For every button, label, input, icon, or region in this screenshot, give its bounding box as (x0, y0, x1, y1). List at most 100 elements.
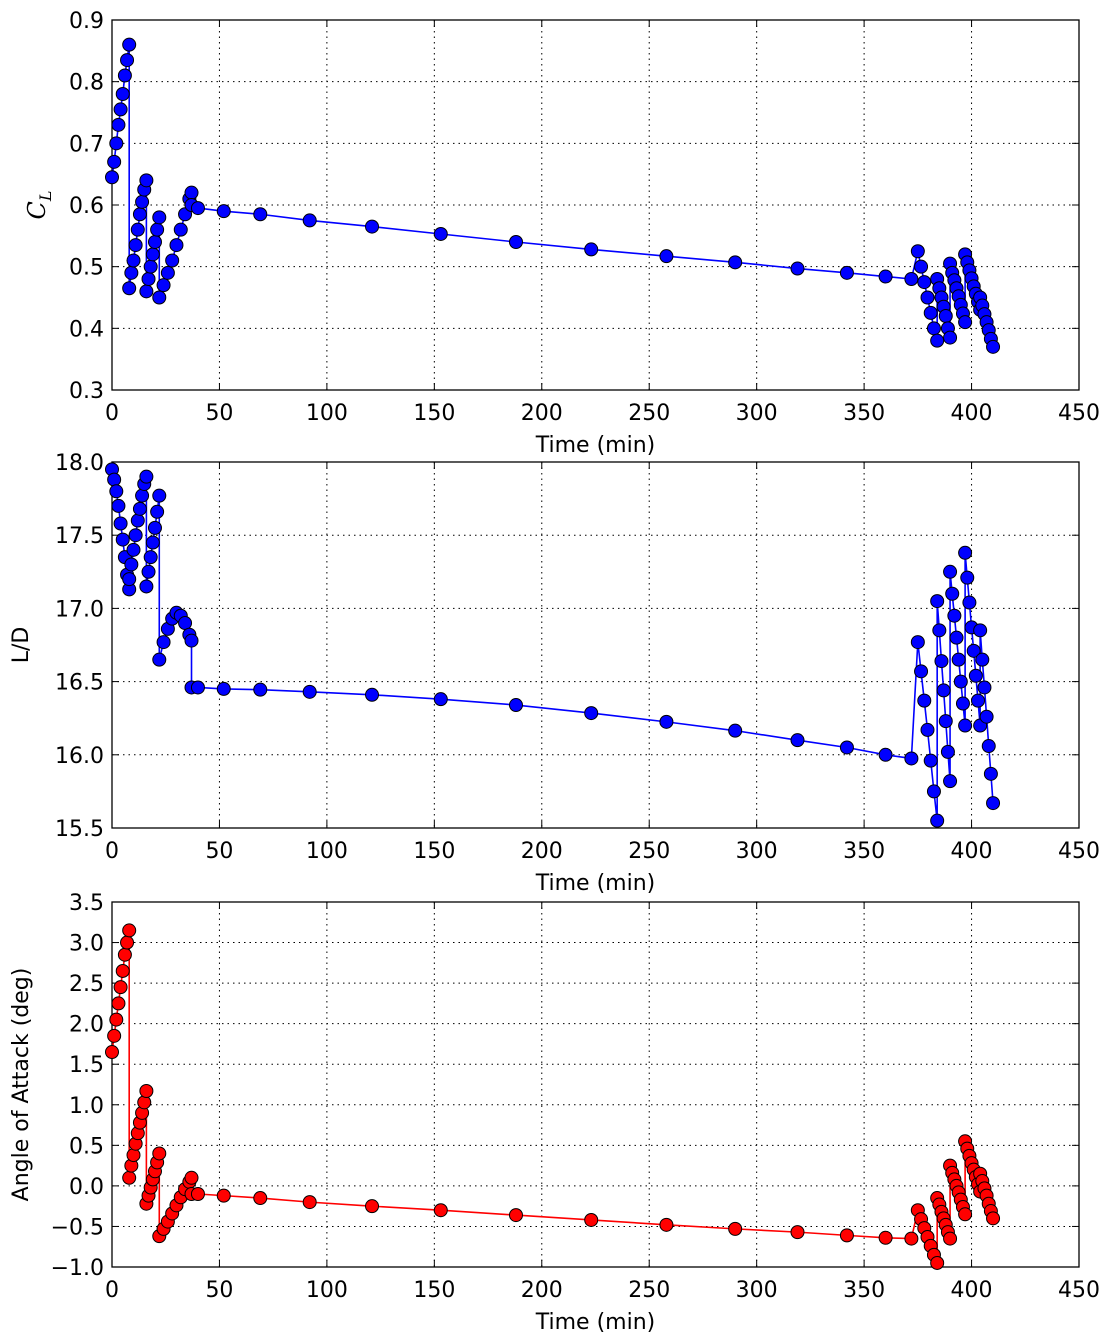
data-point (111, 996, 126, 1011)
data-point (302, 213, 317, 228)
data-point (951, 652, 966, 667)
subplot: 0 50 100 150 200 250 300 350 400 450 −1.0 −0.5 0.0 0.… (9, 891, 1100, 1335)
x-tick-label: 200 (521, 839, 563, 864)
data-point (115, 87, 130, 101)
y-axis-label: L/D (9, 627, 34, 664)
x-tick-label: 450 (1058, 839, 1100, 864)
data-point (938, 309, 953, 323)
x-tick-label: 400 (951, 1278, 993, 1303)
data-point (433, 692, 448, 707)
data-point (122, 923, 137, 938)
x-tick-label: 300 (736, 1278, 778, 1303)
data-point (143, 550, 158, 565)
data-point (943, 564, 958, 579)
y-tick-label: 0.6 (69, 194, 104, 219)
data-point (122, 1170, 137, 1185)
y-tick-label: 0.4 (69, 317, 104, 342)
data-point (947, 608, 962, 623)
data-point (365, 1199, 380, 1214)
data-point (945, 586, 960, 601)
y-tick-label: 0.9 (69, 9, 104, 34)
data-point (216, 681, 231, 696)
data-point (981, 739, 996, 754)
y-axis-label-main: C (23, 201, 51, 219)
data-point (917, 275, 932, 290)
data-point (165, 253, 180, 268)
data-point (728, 723, 743, 738)
data-point (790, 733, 805, 748)
x-axis-label: Time (min) (535, 871, 656, 896)
data-point (955, 696, 970, 711)
data-point (966, 643, 981, 658)
x-tick-label: 150 (413, 839, 455, 864)
x-axis-label: Time (min) (535, 433, 656, 458)
data-point (107, 472, 122, 487)
data-point (117, 947, 132, 962)
data-point (135, 194, 150, 209)
data-point (132, 207, 147, 222)
x-tick-label: 150 (413, 1278, 455, 1303)
data-point (934, 654, 949, 669)
data-point (659, 714, 674, 729)
data-point (120, 935, 135, 950)
data-point (117, 68, 132, 83)
data-point (790, 261, 805, 276)
y-tick-label: 0.5 (69, 1134, 104, 1159)
x-tick-label: 200 (521, 401, 563, 426)
data-point (141, 272, 156, 286)
data-point (152, 488, 167, 503)
data-point (920, 290, 935, 305)
x-tick-label: 50 (205, 839, 233, 864)
data-point (253, 1191, 268, 1206)
data-point (130, 222, 145, 237)
plot-frame (111, 19, 1080, 391)
data-point (152, 652, 167, 667)
y-tick-label: 0.5 (69, 256, 104, 281)
data-point (983, 766, 998, 781)
data-point (958, 315, 973, 330)
data-point (139, 579, 154, 594)
data-point (932, 623, 947, 638)
data-point (137, 1095, 152, 1110)
data-point (878, 1230, 893, 1245)
x-tick-label: 100 (306, 1278, 348, 1303)
data-point (253, 207, 268, 222)
data-point (943, 774, 958, 789)
y-axis-label: Angle of Attack (deg) (9, 968, 34, 1202)
y-tick-label: 16.0 (55, 744, 104, 769)
data-point (139, 173, 154, 188)
data-point (508, 235, 523, 249)
data-point (433, 226, 448, 241)
data-point (143, 259, 158, 274)
data-point (150, 504, 165, 519)
data-point (975, 652, 990, 667)
data-point (105, 1045, 119, 1060)
subplot: 0 50 100 150 200 250 300 350 400 450 15.5 16.0 16.5 1… (9, 451, 1100, 896)
x-tick-label: 300 (736, 401, 778, 426)
data-point (126, 542, 141, 557)
data-point (920, 722, 935, 737)
data-point (128, 528, 143, 543)
data-point (943, 330, 958, 345)
data-point (904, 751, 919, 766)
data-point (115, 963, 130, 978)
x-tick-label: 400 (951, 839, 993, 864)
data-point (115, 532, 130, 547)
x-tick-label: 250 (628, 401, 670, 426)
data-point (178, 616, 193, 631)
data-point (216, 204, 231, 219)
data-point (659, 249, 674, 264)
data-point (930, 333, 945, 348)
data-point (878, 747, 893, 762)
y-tick-label: 1.0 (69, 1094, 104, 1119)
y-axis-label: CL (23, 191, 55, 220)
data-point (971, 693, 986, 708)
x-tick-label: 450 (1058, 1278, 1100, 1303)
data-point (943, 1231, 958, 1246)
series-line (111, 469, 994, 821)
x-tick-label: 200 (521, 1278, 563, 1303)
data-point (953, 674, 968, 689)
data-point (930, 594, 945, 609)
data-point (728, 1221, 743, 1236)
y-tick-label: 3.5 (69, 891, 104, 916)
